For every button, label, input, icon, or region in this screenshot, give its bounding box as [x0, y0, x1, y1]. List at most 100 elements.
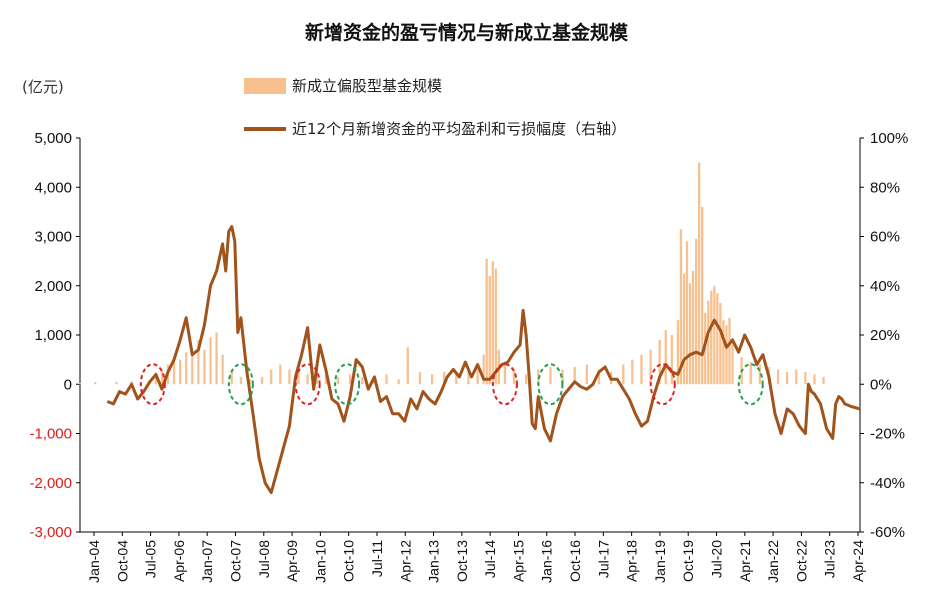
right-tick-label: 60%	[870, 229, 900, 246]
bar-mark	[179, 359, 182, 385]
x-tick-label: Oct-19	[680, 540, 696, 582]
bar-mark	[549, 367, 552, 385]
annotation-circle	[649, 363, 676, 406]
left-tick-label: 3,000	[34, 229, 72, 246]
x-tick-label: Oct-16	[567, 540, 583, 582]
bar-mark	[664, 330, 667, 385]
left-tick-label: -1,000	[29, 426, 72, 443]
x-tick-label: Jul-17	[595, 540, 611, 578]
right-tick-label: -20%	[870, 426, 905, 443]
bar-mark	[197, 339, 200, 385]
x-tick-label: Oct-13	[454, 540, 470, 582]
left-tick-label: -3,000	[29, 524, 72, 541]
bar-mark	[488, 275, 491, 385]
x-tick-label: Jan-16	[539, 540, 555, 583]
bar-mark	[776, 369, 780, 385]
bar-mark	[467, 371, 470, 385]
legend-bar-label: 新成立偏股型基金规模	[292, 77, 443, 95]
bar-mark	[306, 374, 309, 385]
bar-mark	[691, 270, 695, 385]
bar-mark	[485, 258, 488, 385]
bar-mark	[719, 302, 722, 385]
x-tick-label: Jan-04	[86, 540, 102, 583]
bar-mark	[640, 354, 643, 385]
left-tick-label: 1,000	[34, 327, 72, 344]
annotation-circle	[537, 363, 564, 406]
annotation-circle	[227, 363, 254, 406]
bar-mark	[397, 379, 400, 385]
bar-mark	[725, 325, 728, 385]
bar-mark	[476, 369, 479, 385]
bar-mark	[297, 371, 300, 385]
bar-mark	[361, 376, 364, 385]
bar-mark	[631, 359, 634, 385]
bar-mark	[679, 229, 683, 385]
bar-mark	[482, 354, 485, 385]
bar-mark	[670, 335, 673, 385]
x-tick-label: Jul-23	[822, 540, 838, 578]
bar-mark	[430, 374, 434, 385]
bar-mark	[722, 320, 725, 385]
x-tick-label: Jan-10	[312, 540, 328, 583]
bar-mark	[786, 371, 789, 385]
bar-mark	[758, 364, 761, 385]
legend-item-bar: 新成立偏股型基金规模	[244, 75, 442, 96]
x-tick-label: Oct-04	[114, 540, 130, 582]
left-tick-label: -2,000	[29, 475, 72, 492]
right-tick-label: 20%	[870, 327, 900, 344]
bar-mark	[130, 381, 133, 385]
annotation-circle	[139, 363, 166, 406]
x-tick-label: Oct-10	[341, 540, 357, 582]
bar-mark	[525, 374, 528, 385]
bar-mark	[230, 371, 233, 385]
bar-mark	[288, 369, 291, 385]
legend-line-label: 近12个月新增资金的平均盈利和亏损幅度（右轴）	[292, 120, 627, 138]
bar-mark	[279, 364, 282, 385]
bar-mark	[698, 162, 701, 385]
bar-mark	[658, 339, 661, 385]
bar-mark	[597, 369, 601, 385]
bar-mark	[418, 371, 422, 385]
bar-mark	[512, 369, 516, 385]
x-tick-label: Jan-13	[426, 540, 442, 583]
bar-mark	[676, 320, 680, 385]
bar-mark	[713, 285, 716, 385]
bar-mark	[215, 332, 218, 385]
chart-title: 新增资金的盈亏情况与新成立基金规模	[304, 22, 628, 44]
right-tick-label: 80%	[870, 179, 900, 196]
annotation-circle	[737, 363, 764, 406]
annotation-circle	[334, 363, 361, 406]
annotation-circle	[294, 363, 321, 406]
bar-mark	[701, 206, 704, 385]
bar-mark	[694, 238, 698, 385]
x-tick-label: Apr-12	[397, 540, 413, 582]
bar-mark	[248, 379, 252, 385]
bar-mark	[710, 290, 713, 385]
x-tick-label: Apr-06	[171, 540, 187, 582]
bar-mark	[503, 364, 507, 385]
bar-mark	[260, 376, 264, 385]
bar-mark	[682, 273, 686, 385]
left-axis-unit: (亿元)	[22, 78, 64, 96]
bar-mark	[685, 241, 689, 385]
bar-mark	[78, 382, 82, 385]
x-tick-label: Jul-20	[709, 540, 725, 578]
bar-mark	[239, 376, 242, 385]
legend-line-swatch	[244, 126, 286, 131]
bar-mark	[585, 364, 588, 385]
bar-mark	[688, 283, 692, 385]
bar-mark	[707, 300, 710, 385]
bar-mark	[209, 337, 212, 385]
bar-mark	[221, 354, 224, 385]
x-tick-label: Jul-14	[482, 540, 498, 578]
legend-bar-swatch	[244, 77, 286, 94]
x-tick-label: Jan-19	[652, 540, 668, 583]
bar-mark	[749, 362, 752, 385]
x-tick-label: Jul-05	[143, 540, 159, 578]
right-tick-label: -60%	[870, 524, 905, 541]
x-tick-label: Apr-21	[737, 540, 753, 582]
bar-mark	[324, 374, 327, 385]
bar-mark	[731, 339, 734, 385]
legend-item-line: 近12个月新增资金的平均盈利和亏损幅度（右轴）	[244, 118, 626, 139]
x-tick-label: Jan-07	[199, 540, 215, 583]
